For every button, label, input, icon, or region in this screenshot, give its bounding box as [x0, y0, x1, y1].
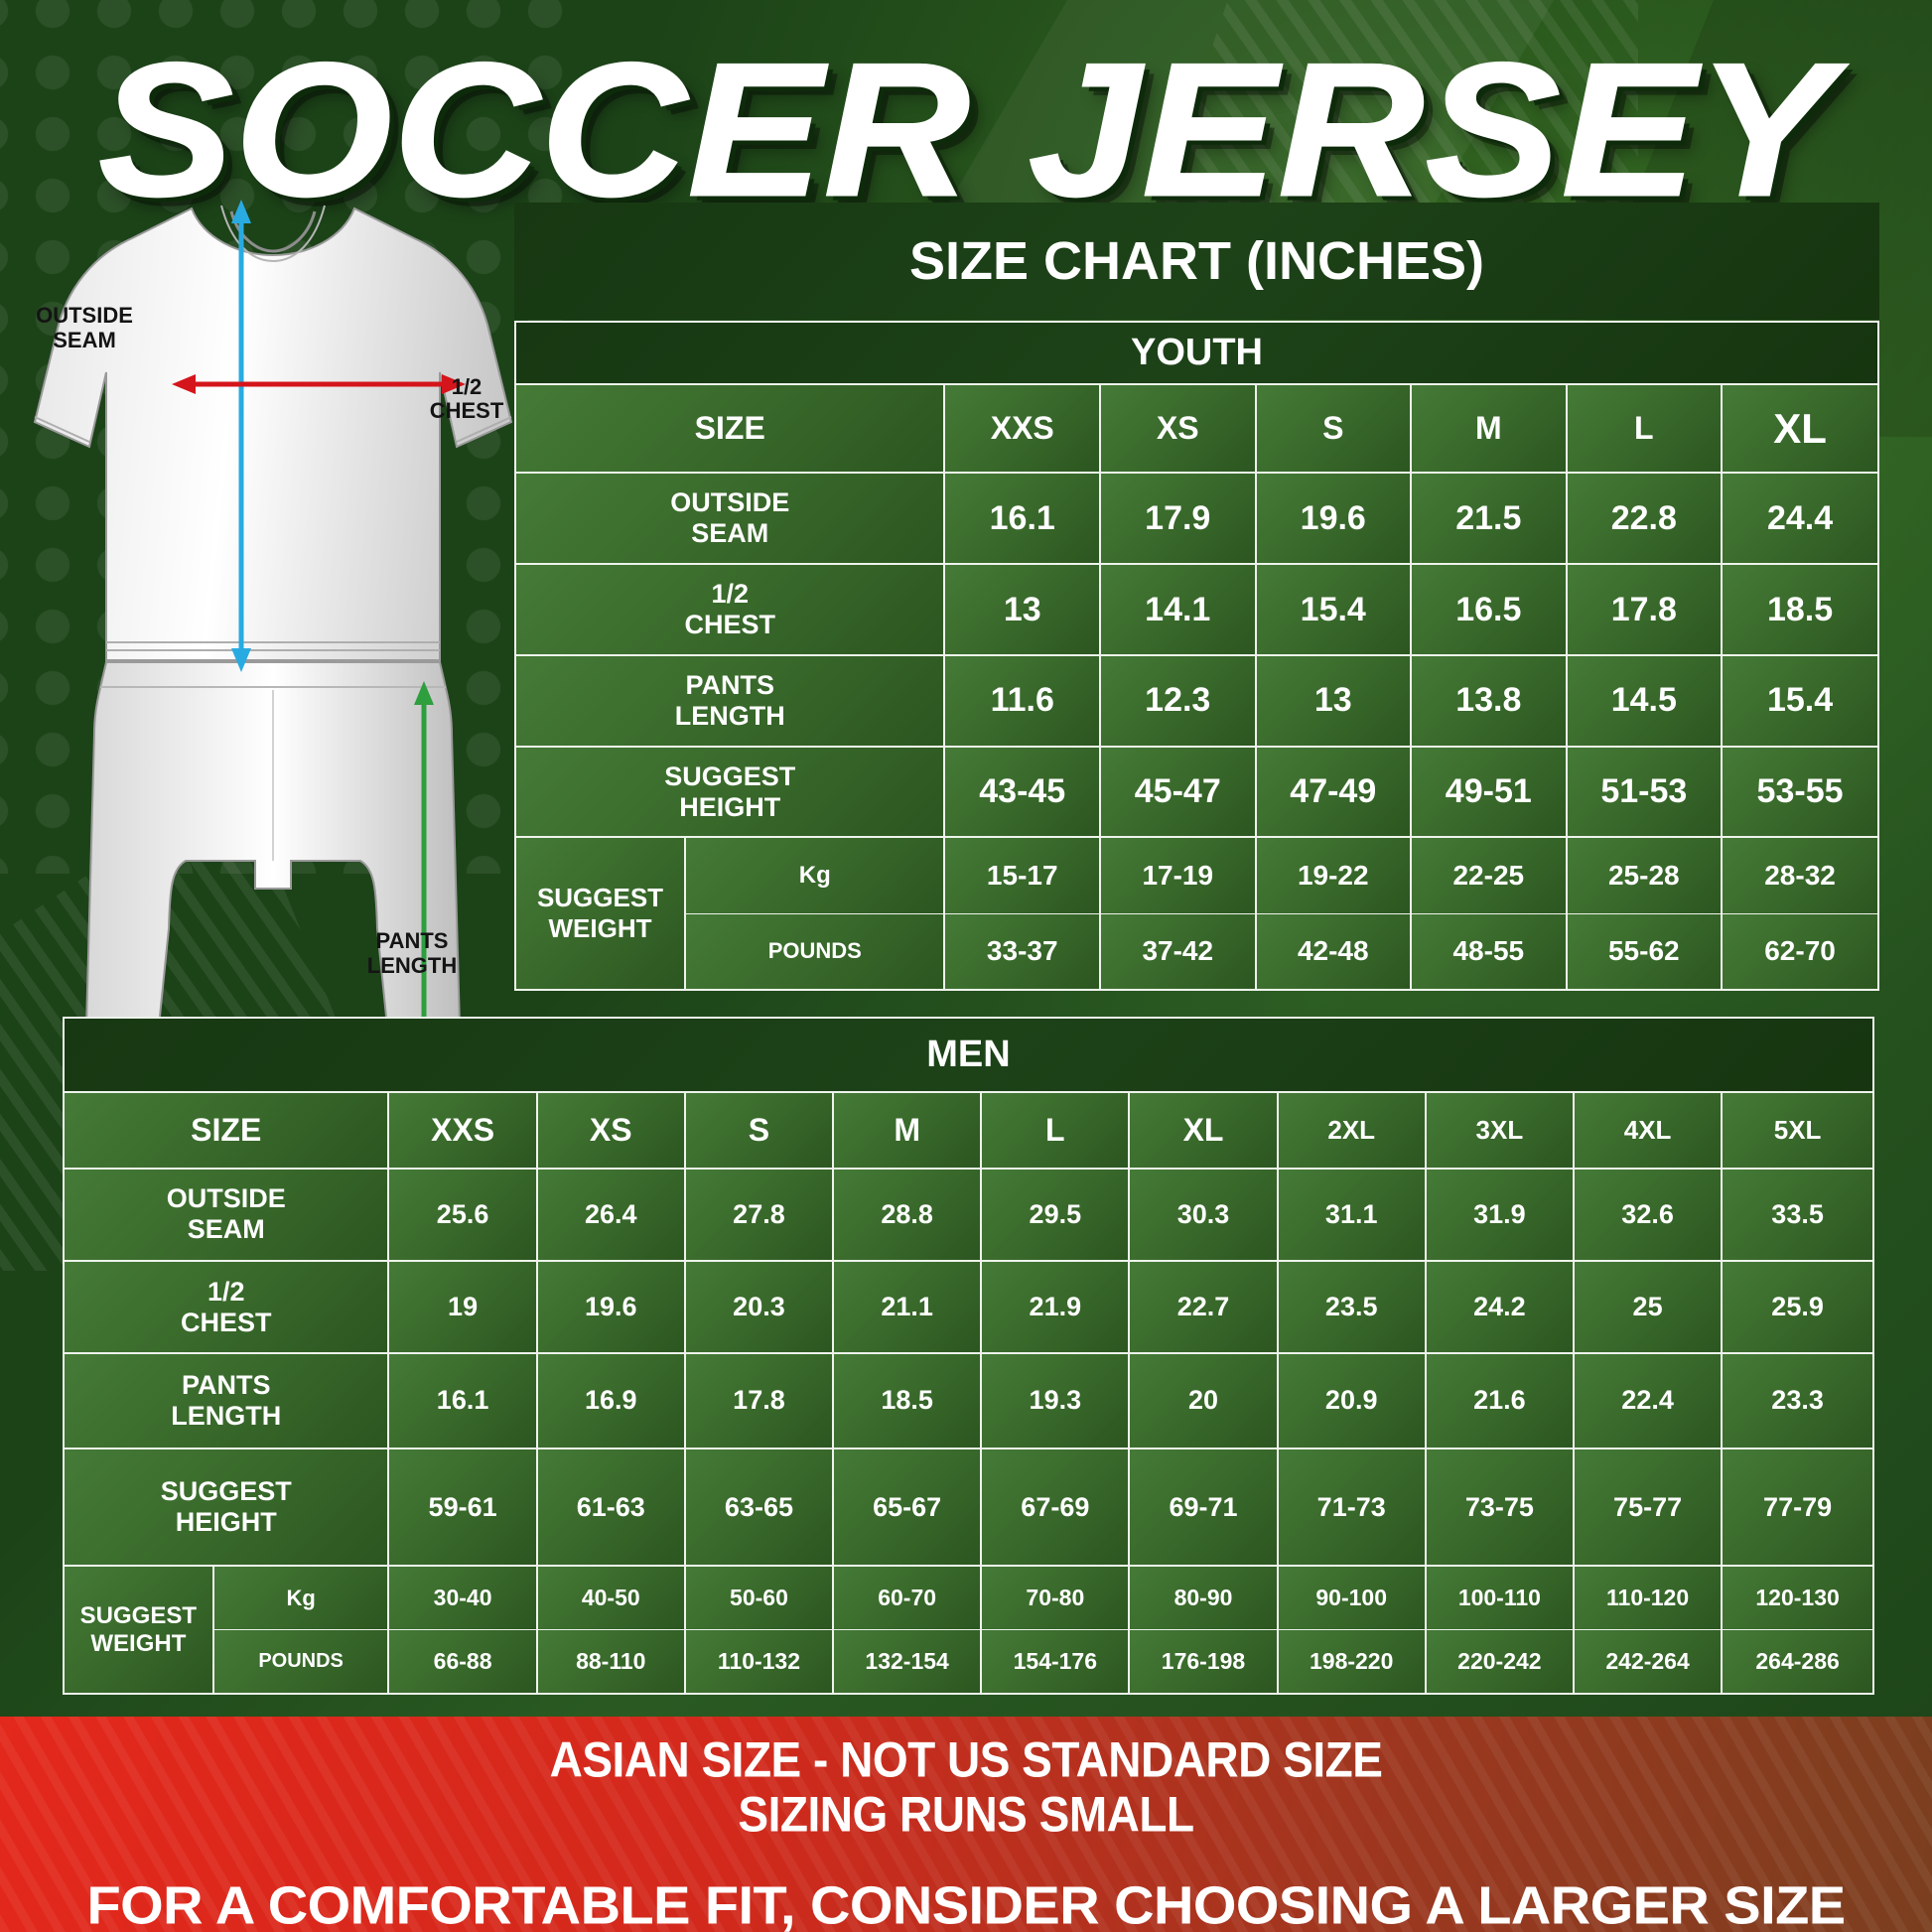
svg-text:SEAM: SEAM [53, 328, 116, 352]
svg-text:PANTS: PANTS [376, 928, 449, 953]
svg-text:LENGTH: LENGTH [367, 953, 457, 978]
svg-text:CHEST: CHEST [430, 398, 504, 423]
svg-text:OUTSIDE: OUTSIDE [36, 303, 133, 328]
svg-text:1/2: 1/2 [452, 374, 483, 399]
